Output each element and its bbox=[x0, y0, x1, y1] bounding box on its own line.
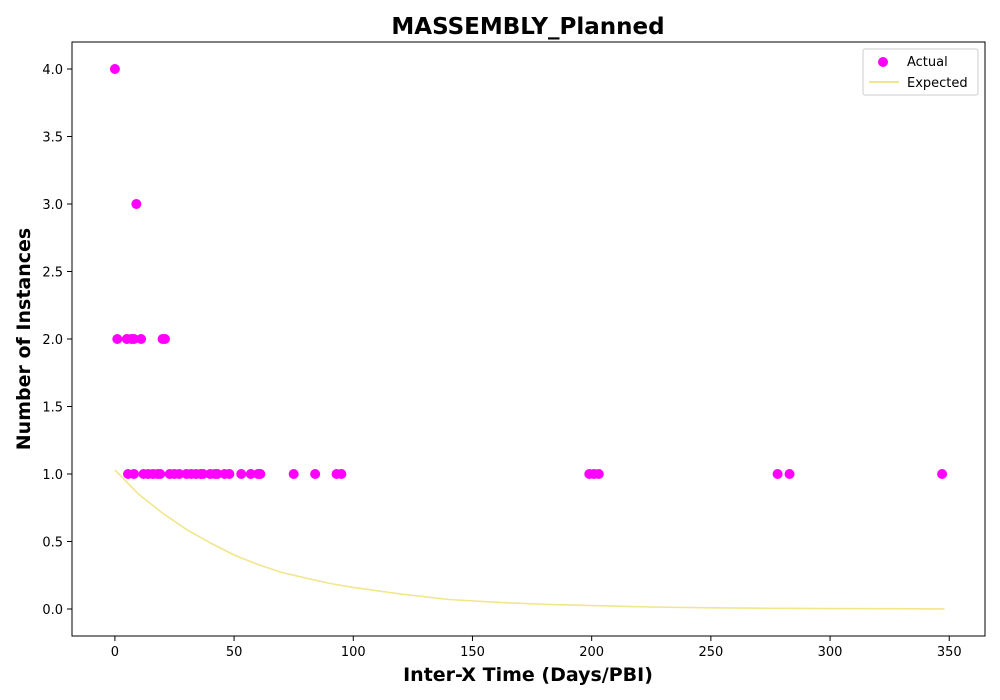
actual-point bbox=[136, 334, 147, 344]
actual-point bbox=[128, 334, 139, 344]
x-tick-label: 200 bbox=[579, 645, 604, 660]
plot-frame bbox=[71, 41, 986, 637]
chart-title: MASSEMBLY_Planned bbox=[391, 14, 664, 40]
x-tick-label: 150 bbox=[460, 645, 485, 660]
x-tick-label: 350 bbox=[937, 645, 962, 660]
actual-point bbox=[128, 469, 139, 479]
legend: Actual Expected bbox=[862, 48, 979, 96]
actual-point bbox=[255, 469, 266, 479]
actual-point bbox=[772, 469, 783, 479]
actual-point bbox=[245, 469, 256, 479]
y-axis-label: Number of Instances bbox=[13, 228, 35, 450]
y-tick-label: 0.0 bbox=[42, 603, 63, 618]
actual-point bbox=[224, 469, 235, 479]
actual-point bbox=[784, 469, 795, 479]
legend-expected-label: Expected bbox=[907, 76, 968, 91]
legend-frame bbox=[862, 48, 979, 96]
y-tick-label: 1.0 bbox=[42, 468, 63, 483]
y-tick-label: 3.5 bbox=[42, 131, 63, 146]
y-tick-label: 3.0 bbox=[42, 198, 63, 213]
legend-actual-marker bbox=[878, 57, 888, 67]
plot-area: 0 50 100 150 200 250 300 350 0.0 0.5 1.0 1.5 2.0 2.5 3… bbox=[42, 41, 986, 660]
actual-point bbox=[112, 334, 123, 344]
actual-point bbox=[159, 334, 170, 344]
actual-point bbox=[310, 469, 321, 479]
x-tick-label: 300 bbox=[818, 645, 843, 660]
x-tick-label: 250 bbox=[698, 645, 723, 660]
y-tick-label: 0.5 bbox=[42, 536, 63, 551]
y-tick-label: 2.0 bbox=[42, 333, 63, 348]
actual-point bbox=[336, 469, 347, 479]
actual-point bbox=[131, 199, 142, 209]
x-axis-label: Inter-X Time (Days/PBI) bbox=[403, 664, 653, 686]
actual-point bbox=[155, 469, 166, 479]
actual-point bbox=[593, 469, 604, 479]
actual-point bbox=[288, 469, 299, 479]
x-tick-label: 50 bbox=[226, 645, 243, 660]
actual-point bbox=[198, 469, 209, 479]
legend-actual-label: Actual bbox=[907, 55, 948, 70]
x-tick-label: 0 bbox=[111, 645, 119, 660]
actual-point bbox=[174, 469, 185, 479]
actual-point bbox=[109, 64, 120, 74]
y-tick-label: 1.5 bbox=[42, 401, 63, 416]
expected-line bbox=[114, 469, 945, 610]
actual-point bbox=[212, 469, 223, 479]
actual-point bbox=[937, 469, 948, 479]
y-tick-label: 2.5 bbox=[42, 266, 63, 281]
x-tick-label: 100 bbox=[341, 645, 366, 660]
actual-point bbox=[236, 469, 247, 479]
y-tick-label: 4.0 bbox=[42, 63, 63, 78]
